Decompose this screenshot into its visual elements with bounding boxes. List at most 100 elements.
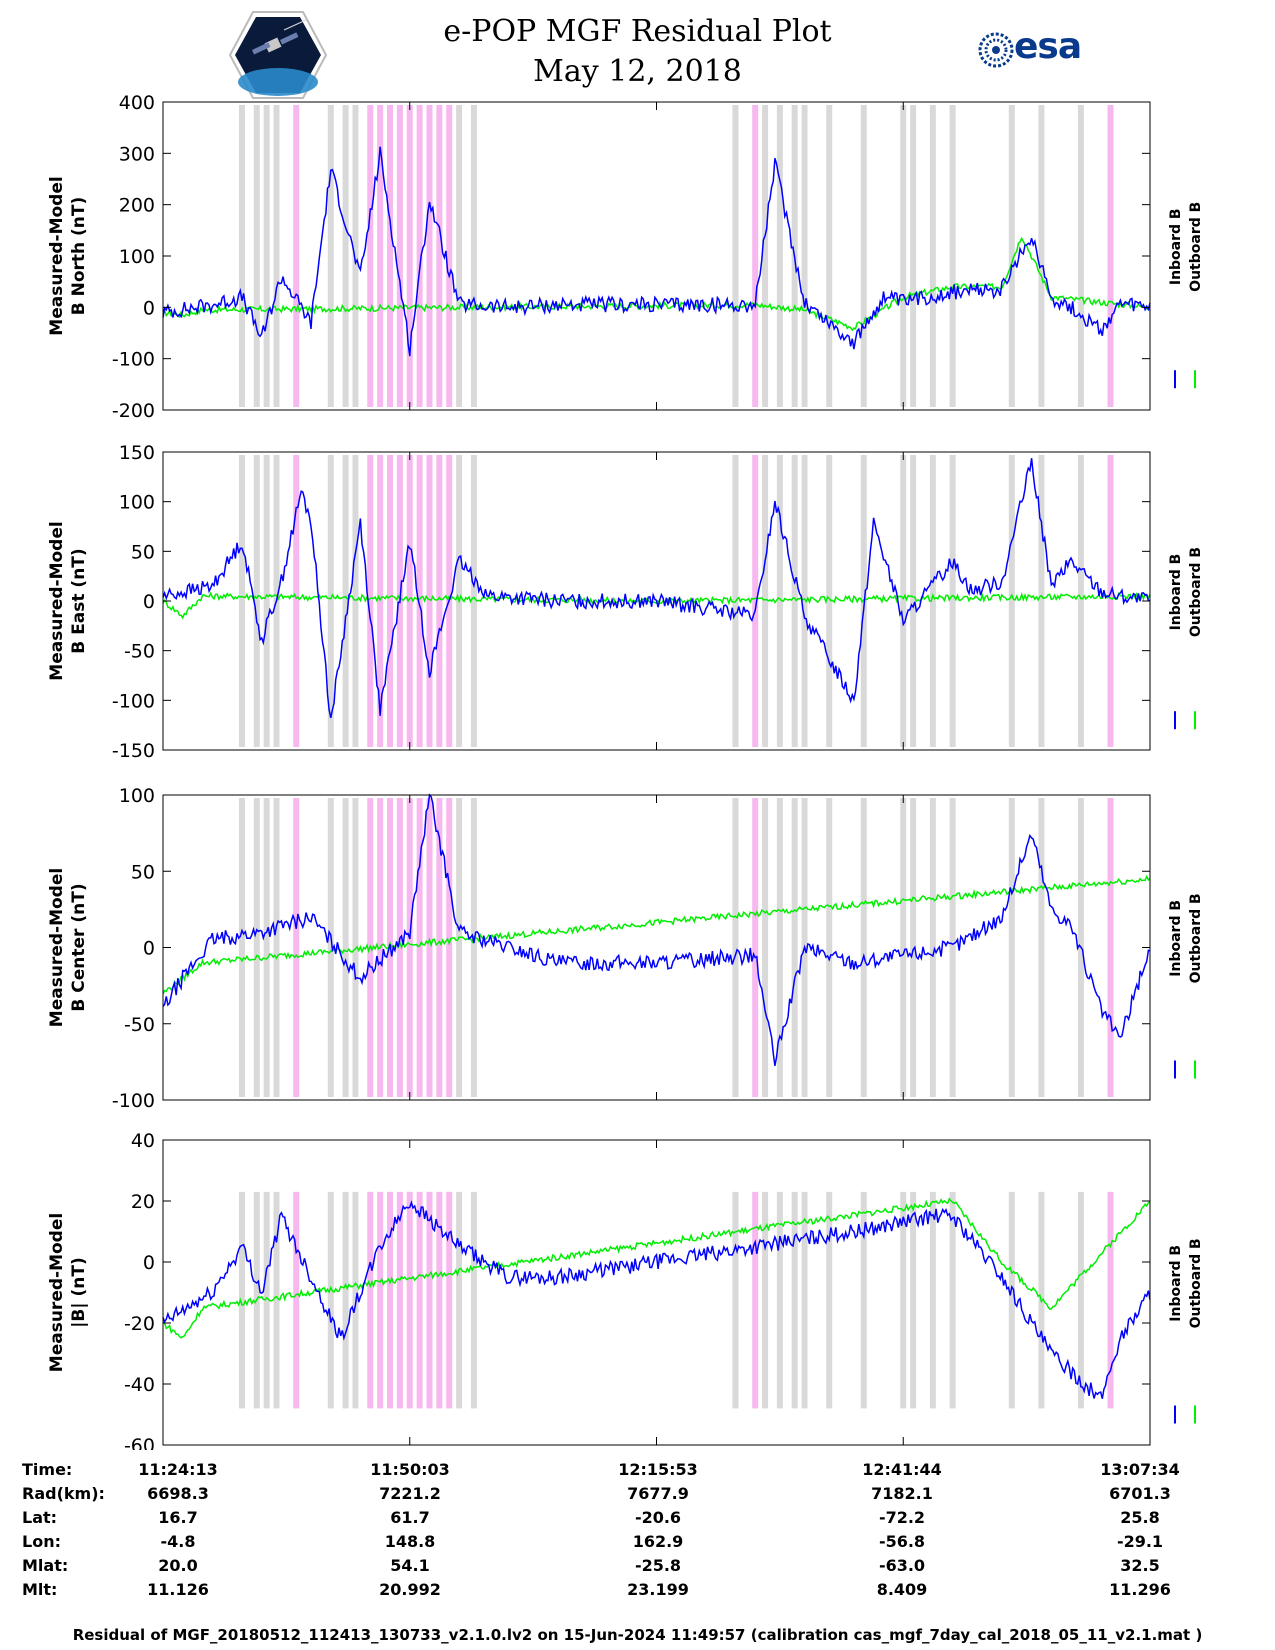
gray-band	[762, 1191, 769, 1409]
y-tick-label: 200	[119, 195, 155, 217]
pink-band	[387, 455, 394, 747]
pink-band	[1107, 455, 1114, 747]
pink-band	[377, 1191, 384, 1409]
gray-band	[762, 798, 769, 1097]
y-tick-label: 0	[143, 297, 155, 319]
mlat-value: -63.0	[878, 1556, 926, 1575]
y-tick-label: 100	[119, 246, 155, 268]
pink-band	[293, 798, 300, 1097]
lon-label: Lon:	[22, 1532, 61, 1551]
gray-band	[900, 105, 907, 407]
gray-band	[263, 455, 270, 747]
outboard-series-line	[162, 1197, 1151, 1339]
gray-band	[929, 798, 936, 1097]
time-value: 13:07:34	[1100, 1460, 1180, 1479]
legend-label: Inboard B	[1168, 1245, 1184, 1322]
pink-band	[1107, 1191, 1114, 1409]
gray-band	[860, 105, 867, 407]
mlat-value: -25.8	[634, 1556, 682, 1575]
ephemeris-row-mlt: Mlt: 11.126 20.992 23.199 8.409 11.296	[22, 1580, 1202, 1604]
y-tick-label: 0	[143, 938, 155, 960]
y-tick-label: 40	[131, 1130, 155, 1152]
pink-band	[436, 798, 443, 1097]
gray-band	[776, 455, 783, 747]
ephemeris-row-lon: Lon: -4.8 148.8 162.9 -56.8 -29.1	[22, 1532, 1202, 1556]
gray-band	[273, 1191, 280, 1409]
ephemeris-row-time: Time: 11:24:13 11:50:03 12:15:53 12:41:4…	[22, 1460, 1202, 1484]
ephemeris-table: Time: 11:24:13 11:50:03 12:15:53 12:41:4…	[22, 1460, 1202, 1604]
y-tick-label: 100	[119, 492, 155, 514]
gray-band	[732, 1191, 739, 1409]
pink-band	[1107, 105, 1114, 407]
pink-band	[752, 105, 759, 407]
gray-band	[762, 105, 769, 407]
gray-band	[470, 455, 477, 747]
time-value: 12:15:53	[618, 1460, 698, 1479]
lat-value: 16.7	[158, 1508, 198, 1527]
gray-band	[900, 1191, 907, 1409]
y-tick-label: 400	[119, 92, 155, 114]
y-axis-label: B Center (nT)	[69, 883, 89, 1011]
pink-band	[406, 798, 413, 1097]
gray-band	[910, 105, 917, 407]
pink-band	[426, 798, 433, 1097]
gray-band	[826, 798, 833, 1097]
gray-band	[776, 1191, 783, 1409]
pink-band	[1107, 798, 1114, 1097]
inboard-series-line	[162, 146, 1151, 357]
gray-band	[238, 455, 245, 747]
pink-band	[396, 798, 403, 1097]
rad-label: Rad(km):	[22, 1484, 105, 1503]
pink-band	[752, 455, 759, 747]
lon-value: -29.1	[1116, 1532, 1164, 1551]
gray-band	[791, 798, 798, 1097]
y-axis-label: |B| (nT)	[69, 1257, 89, 1328]
gray-band	[1038, 798, 1045, 1097]
gray-band	[949, 1191, 956, 1409]
mlat-value: 20.0	[158, 1556, 198, 1575]
gray-band	[456, 105, 463, 407]
title-line-2: May 12, 2018	[533, 54, 742, 89]
gray-band	[949, 798, 956, 1097]
outboard-series-line	[162, 591, 1151, 620]
pink-band	[752, 798, 759, 1097]
gray-band	[1077, 455, 1084, 747]
figure-title: e-POP MGF Residual Plot May 12, 2018	[0, 12, 1275, 92]
gray-band	[732, 105, 739, 407]
legend-label: Inboard B	[1168, 554, 1184, 631]
pink-band	[416, 455, 423, 747]
y-tick-label: 300	[119, 143, 155, 165]
pink-band	[446, 798, 453, 1097]
mlt-label: Mlt:	[22, 1580, 58, 1599]
gray-band	[1008, 798, 1015, 1097]
y-tick-label: -50	[124, 641, 155, 663]
y-tick-label: -200	[112, 400, 155, 422]
gray-band	[929, 455, 936, 747]
gray-band	[273, 798, 280, 1097]
legend-label: Inboard B	[1168, 208, 1184, 285]
rad-value: 6698.3	[147, 1484, 209, 1503]
gray-band	[342, 455, 349, 747]
y-axis-label: Measured-Model	[47, 868, 67, 1027]
pink-band	[446, 105, 453, 407]
y-tick-label: 50	[131, 541, 155, 563]
y-tick-label: -60	[124, 1435, 155, 1450]
gray-band	[327, 455, 334, 747]
gray-band	[253, 455, 260, 747]
y-tick-label: -20	[124, 1313, 155, 1335]
gray-band	[1038, 105, 1045, 407]
mlt-value: 8.409	[876, 1580, 928, 1599]
gray-band	[470, 105, 477, 407]
gray-band	[263, 105, 270, 407]
mlat-value: 54.1	[390, 1556, 430, 1575]
gray-band	[1008, 455, 1015, 747]
legend-label: Outboard B	[1188, 893, 1204, 983]
y-axis-label: B North (nT)	[69, 197, 89, 316]
gray-band	[732, 798, 739, 1097]
gray-band	[352, 455, 359, 747]
gray-band	[342, 1191, 349, 1409]
pink-band	[396, 1191, 403, 1409]
pink-band	[367, 105, 374, 407]
plot-frame	[162, 794, 1151, 1101]
pink-band	[752, 1191, 759, 1409]
